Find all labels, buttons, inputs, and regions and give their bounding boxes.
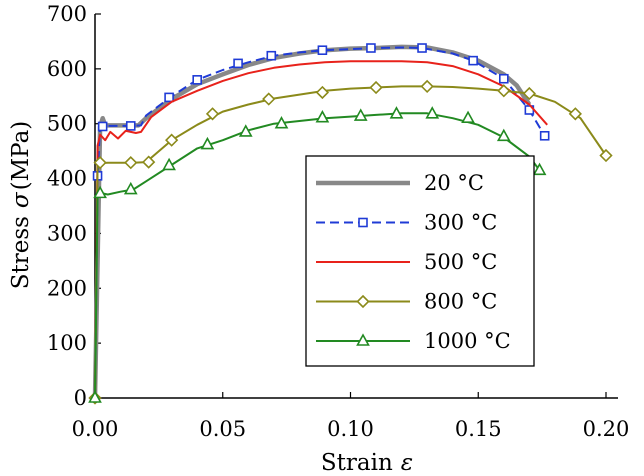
legend-item: 300 °C xyxy=(316,211,497,235)
x-axis-symbol: ε xyxy=(401,450,413,476)
y-axis-label: Stress xyxy=(8,216,34,289)
data-point xyxy=(164,92,174,103)
x-tick-label: 0.15 xyxy=(455,417,502,441)
legend-item: 800 °C xyxy=(316,290,497,314)
legend: 20 °C 300 °C 500 °C 800 °C 1000 °C xyxy=(305,155,535,367)
data-point xyxy=(205,107,220,121)
series-line xyxy=(94,60,548,399)
data-point xyxy=(165,133,179,147)
data-point xyxy=(262,92,276,106)
series-1 xyxy=(92,43,550,399)
legend-marker xyxy=(356,294,370,309)
data-point xyxy=(425,106,440,119)
x-tick-label: 0.20 xyxy=(583,417,630,441)
y-tick-label: 600 xyxy=(47,57,87,81)
legend-marker xyxy=(358,217,368,228)
data-point xyxy=(142,155,156,169)
series-3 xyxy=(88,79,613,405)
data-point xyxy=(461,110,475,124)
x-axis-label: Strain xyxy=(321,450,393,476)
data-point xyxy=(389,106,404,119)
y-axis-unit: (MPa) xyxy=(8,121,34,191)
y-tick-label: 300 xyxy=(47,221,87,245)
y-axis-symbol: σ xyxy=(8,191,34,208)
x-tick-label: 0.05 xyxy=(199,417,246,441)
data-point xyxy=(124,156,138,170)
data-point xyxy=(420,79,434,94)
data-point xyxy=(88,390,102,403)
data-point xyxy=(498,73,509,84)
series-layer xyxy=(88,43,613,405)
legend-marker xyxy=(356,333,370,346)
series-2 xyxy=(94,60,548,399)
data-point xyxy=(238,124,253,137)
data-point xyxy=(353,108,368,121)
data-point xyxy=(532,162,547,176)
legend-label: 20 °C xyxy=(424,171,484,195)
data-point xyxy=(192,75,202,85)
x-tick-label: 0.10 xyxy=(327,417,374,441)
data-point xyxy=(497,84,511,98)
axes: 0 100 200 300 400 500 600 700 0.00 0.05 0.10 0.15 0.… xyxy=(47,2,629,441)
data-point xyxy=(568,107,582,121)
data-point xyxy=(200,136,215,150)
data-point xyxy=(317,45,328,56)
legend-label: 300 °C xyxy=(424,211,497,235)
data-point xyxy=(496,128,511,142)
data-point xyxy=(417,43,427,53)
data-point xyxy=(366,43,376,53)
legend-item: 1000 °C xyxy=(316,329,511,353)
y-tick-label: 500 xyxy=(47,112,87,136)
legend-item: 500 °C xyxy=(316,250,497,274)
data-point xyxy=(266,50,277,61)
legend-label: 800 °C xyxy=(424,290,497,314)
y-tick-label: 100 xyxy=(47,331,87,355)
data-point xyxy=(539,130,550,141)
legend-label: 500 °C xyxy=(424,250,497,274)
data-point xyxy=(468,55,478,66)
legend-item: 20 °C xyxy=(316,171,484,195)
series-line xyxy=(92,44,532,399)
data-point xyxy=(233,58,243,69)
data-point xyxy=(315,85,330,100)
x-axis-title: Strain ε xyxy=(321,450,413,476)
data-point xyxy=(123,181,138,195)
data-point xyxy=(93,156,107,170)
y-tick-label: 0 xyxy=(74,386,87,410)
data-point xyxy=(522,86,536,101)
series-0 xyxy=(92,44,532,399)
data-point xyxy=(93,185,107,199)
data-point xyxy=(599,148,613,163)
y-tick-label: 400 xyxy=(47,167,87,191)
data-point xyxy=(315,110,330,123)
legend-label: 1000 °C xyxy=(424,329,511,353)
series-4 xyxy=(88,106,547,403)
data-point xyxy=(369,80,383,95)
data-point xyxy=(125,121,136,131)
y-tick-label: 700 xyxy=(47,2,87,26)
data-point xyxy=(97,121,108,132)
y-tick-label: 200 xyxy=(47,276,87,300)
data-point xyxy=(162,157,176,171)
x-tick-label: 0.00 xyxy=(72,417,119,441)
data-point xyxy=(274,116,289,129)
y-axis-title: Stress σ(MPa) xyxy=(8,121,34,290)
